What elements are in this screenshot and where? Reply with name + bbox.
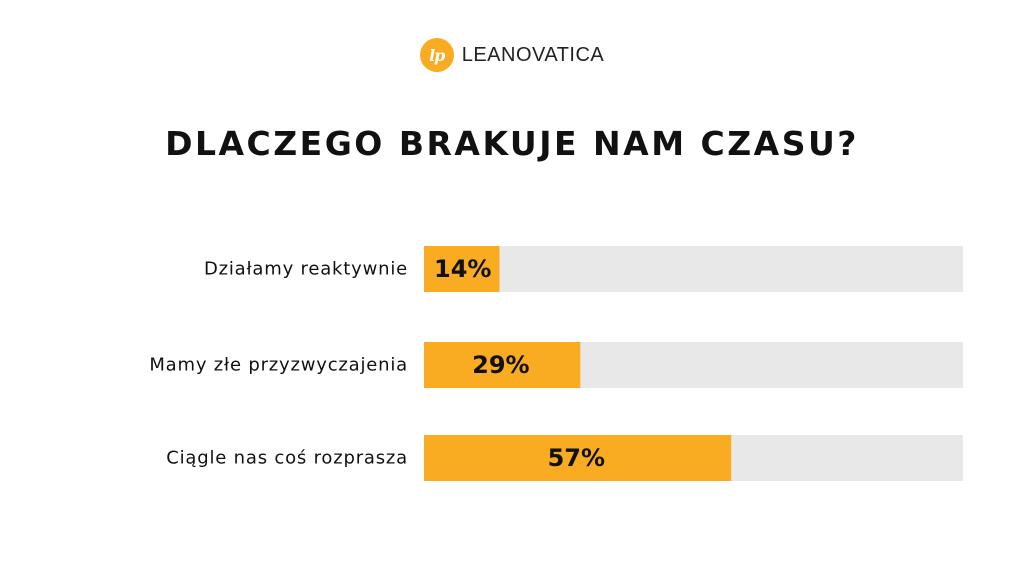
brand-logo-icon: lp (419, 38, 454, 72)
chart-title: DLACZEGO BRAKUJE NAM CZASU? (165, 124, 859, 163)
category-label: Ciągle nas coś rozprasza (166, 448, 408, 469)
category-label: Mamy złe przyzwyczajenia (149, 355, 408, 376)
brand-name: LEANOVATICA (461, 43, 605, 66)
value-label: 29% (472, 351, 529, 379)
bar (424, 246, 500, 292)
value-label: 57% (548, 444, 605, 472)
bar-track (424, 246, 963, 292)
category-label: Działamy reaktywnie (204, 259, 408, 280)
bar (424, 342, 581, 388)
value-label: 14% (434, 255, 491, 283)
brand: lp LEANOVATICA (0, 38, 1024, 72)
bar (424, 435, 732, 481)
